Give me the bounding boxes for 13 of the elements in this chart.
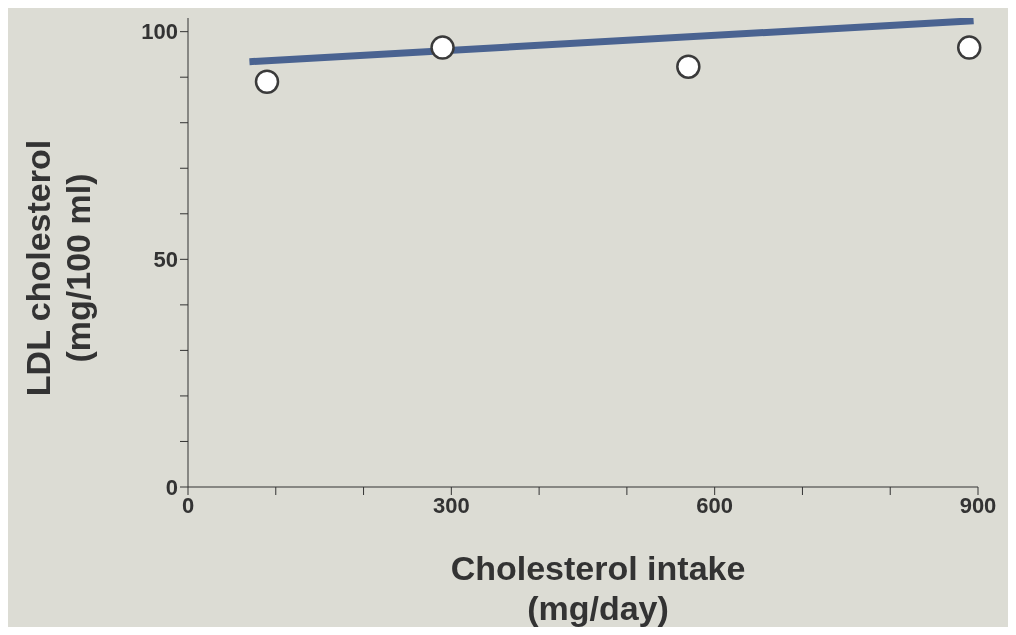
x-tick-label: 0 bbox=[181, 492, 195, 518]
y-tick-label: 0 bbox=[165, 474, 178, 500]
point bbox=[676, 54, 701, 79]
point bbox=[956, 35, 982, 60]
y-tick-label: 50 bbox=[153, 247, 178, 273]
point bbox=[430, 35, 455, 60]
y-tick-label: 100 bbox=[141, 19, 178, 45]
x-tick-label: 300 bbox=[432, 492, 470, 518]
y-axis-title: LDL cholesterol (mg/100 ml) bbox=[18, 138, 98, 399]
x-tick-label: 600 bbox=[696, 492, 734, 518]
x-axis-title: Cholesterol intake (mg/day) bbox=[449, 548, 747, 628]
x-tick-label: 900 bbox=[959, 492, 997, 518]
point bbox=[254, 69, 280, 94]
